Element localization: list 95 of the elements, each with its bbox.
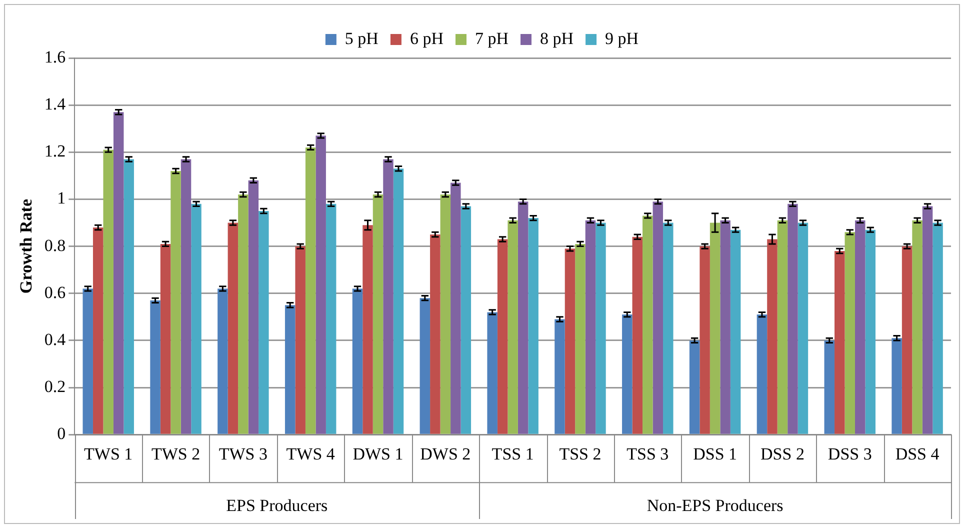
bar: [834, 251, 845, 434]
y-tick-label: 1: [57, 188, 66, 208]
bar: [487, 312, 498, 434]
x-tick-label: TSS 3: [626, 444, 669, 464]
bar: [767, 239, 778, 434]
bar: [554, 319, 565, 434]
y-tick-label: 1.2: [44, 142, 66, 161]
y-tick-label: 0.2: [44, 376, 66, 396]
bar: [180, 159, 192, 434]
x-tick-label: TWS 2: [151, 444, 200, 464]
x-tick-label: TWS 1: [84, 444, 133, 464]
x-tick-label: TSS 1: [492, 444, 534, 464]
bar: [450, 182, 461, 434]
bar: [642, 216, 653, 434]
legend-label: 5 pH: [344, 28, 378, 48]
y-tick-label: 0.8: [44, 236, 66, 255]
legend-label: 6 pH: [410, 28, 444, 48]
bar: [218, 288, 228, 434]
bar: [720, 220, 730, 434]
bar: [632, 236, 643, 434]
bar: [518, 202, 528, 434]
bar: [902, 246, 912, 434]
bar: [663, 222, 674, 434]
bar: [170, 170, 181, 434]
bar: [622, 314, 632, 434]
text: EPS Producers: [226, 496, 328, 516]
bar: [113, 112, 124, 434]
bar: [564, 248, 576, 434]
bar: [824, 340, 835, 434]
bar: [710, 222, 720, 434]
bar: [191, 204, 202, 434]
bar: [596, 222, 606, 434]
bar: [362, 225, 373, 434]
bar: [82, 288, 93, 434]
bar: [258, 210, 269, 434]
bar: [508, 220, 518, 434]
bar: [248, 180, 259, 434]
bar: [228, 222, 238, 434]
x-tick-label: TWS 3: [218, 444, 268, 464]
bar: [700, 246, 710, 434]
bar: [912, 220, 922, 434]
y-tick-label: 0.6: [44, 282, 66, 302]
bar: [730, 230, 741, 434]
legend-label: 8 pH: [540, 28, 574, 48]
x-tick-label: DSS 4: [895, 444, 940, 464]
bar: [440, 194, 451, 434]
bar: [326, 204, 336, 434]
bar: [383, 159, 394, 434]
bar: [575, 244, 586, 434]
bar: [865, 230, 876, 434]
bar: [652, 202, 664, 434]
bar: [393, 168, 404, 434]
legend-label: 9 pH: [605, 28, 639, 48]
y-tick-label: 0: [57, 424, 66, 444]
bar: [372, 194, 384, 434]
x-tick-label: DSS 3: [828, 444, 872, 464]
bar: [922, 206, 933, 434]
bar: [92, 227, 104, 434]
bar: [430, 234, 440, 434]
bar: [528, 218, 538, 434]
x-tick-label: TWS 4: [286, 444, 336, 464]
y-axis-title: Growth Rate: [16, 198, 36, 294]
bar: [103, 150, 114, 434]
bar: [160, 244, 171, 434]
x-tick-label: DWS 2: [420, 444, 471, 464]
bar: [844, 232, 856, 434]
x-tick-label: DWS 1: [352, 444, 404, 464]
bar: [460, 206, 472, 434]
bar: [585, 220, 596, 434]
y-tick-label: 1.6: [44, 47, 66, 66]
bar: [305, 147, 316, 434]
bar: [316, 136, 326, 434]
bar: [756, 314, 768, 434]
bar: [855, 220, 866, 434]
y-tick-label: 1.4: [44, 94, 66, 114]
bar: [689, 340, 700, 434]
bar: [932, 222, 943, 434]
bar: [124, 159, 134, 434]
bar: [497, 239, 508, 434]
bar: [295, 246, 306, 434]
bar: [420, 298, 430, 434]
x-tick-label: DSS 2: [760, 444, 804, 464]
bar: [284, 305, 296, 434]
bar: [798, 222, 808, 434]
bar: [788, 204, 798, 434]
x-tick-label: DSS 1: [693, 444, 738, 464]
text: Non-EPS Producers: [646, 496, 784, 516]
bar: [777, 220, 788, 434]
bar: [238, 194, 248, 434]
bar: [892, 338, 902, 434]
x-tick-label: TSS 2: [559, 444, 602, 464]
y-tick-label: 0.4: [44, 330, 66, 349]
bar: [352, 288, 363, 434]
legend-label: 7 pH: [474, 28, 509, 48]
bar: [150, 300, 160, 434]
